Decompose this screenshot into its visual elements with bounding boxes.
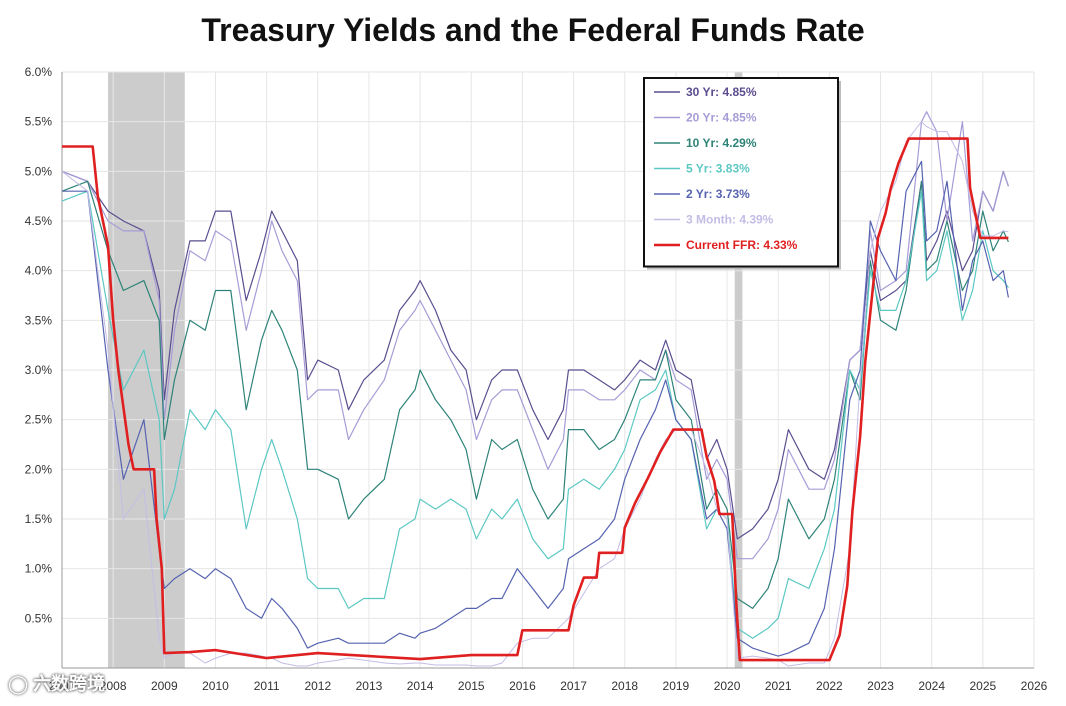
legend: 30 Yr: 4.85% 20 Yr: 4.85% 10 Yr: 4.29% 5 Yr… [643,77,841,270]
x-tick-label: 2008 [100,679,127,693]
x-tick-label: 2023 [867,679,894,693]
series-line-20-yr [61,111,1009,560]
legend-box [643,77,839,268]
logo-icon: ◯ [8,674,29,694]
legend-label: 5 Yr: 3.83% [686,162,750,176]
y-tick-label: 2.5% [25,413,53,427]
x-tick-label: 2011 [254,679,280,693]
x-tick-label: 2015 [458,679,485,693]
series-line-3-month [61,121,1009,667]
x-tick-label: 2025 [969,679,996,693]
watermark-text: 六数跨境 [33,674,106,694]
legend-label: 3 Month: 4.39% [686,213,774,227]
x-tick-label: 2019 [663,679,690,693]
x-tick-label: 2018 [611,679,638,693]
x-tick-label: 2014 [407,679,434,693]
x-tick-label: 2026 [1021,679,1048,693]
y-tick-label: 5.0% [25,164,53,178]
y-tick-label: 3.5% [25,313,53,327]
x-tick-label: 2017 [560,679,587,693]
x-tick-label: 2009 [151,679,178,693]
legend-label: 20 Yr: 4.85% [686,111,757,125]
x-tick-label: 2021 [765,679,792,693]
x-tick-label: 2012 [304,679,331,693]
y-tick-labels: 0.5% 1.0% 1.5% 2.0% 2.5% 3.0% 3.5% 4.0% 4.5% 5.0%… [25,65,53,625]
legend-label: 10 Yr: 4.29% [686,136,757,150]
series-lines [61,111,1009,667]
y-tick-label: 0.5% [25,611,53,625]
y-tick-label: 4.0% [25,264,53,278]
x-tick-labels: 2007 2008 2009 2010 2011 2012 2013 2014 2015 2016… [49,679,1048,693]
series-line-10-yr [61,180,1009,610]
x-tick-label: 2007 [49,679,76,693]
x-tick-label: 2024 [918,679,945,693]
watermark-logo: ◯ 六数跨境 [8,670,105,696]
series-line-2-yr [62,160,1009,657]
y-tick-label: 5.5% [25,115,53,129]
series-line-5-yr [61,190,1009,639]
grid-lines [61,71,1035,668]
legend-label: 2 Yr: 3.73% [686,187,750,201]
x-tick-label: 2013 [356,679,383,693]
y-tick-label: 1.5% [25,512,53,526]
chart-title: Treasury Yields and the Federal Funds Ra… [201,12,865,48]
y-tick-label: 3.0% [25,363,53,377]
x-tick-label: 2022 [816,679,843,693]
x-tick-label: 2020 [714,679,741,693]
x-tick-label: 2010 [202,679,229,693]
series-line-30-yr [61,170,1009,540]
y-tick-label: 1.0% [25,562,53,576]
series-line-current-ffr [62,137,1009,662]
legend-label: Current FFR: 4.33% [686,238,798,252]
y-tick-label: 2.0% [25,462,53,476]
legend-label: 30 Yr: 4.85% [686,85,757,99]
y-tick-label: 4.5% [25,214,53,228]
x-tick-label: 2016 [509,679,536,693]
y-tick-label: 6.0% [25,65,53,79]
